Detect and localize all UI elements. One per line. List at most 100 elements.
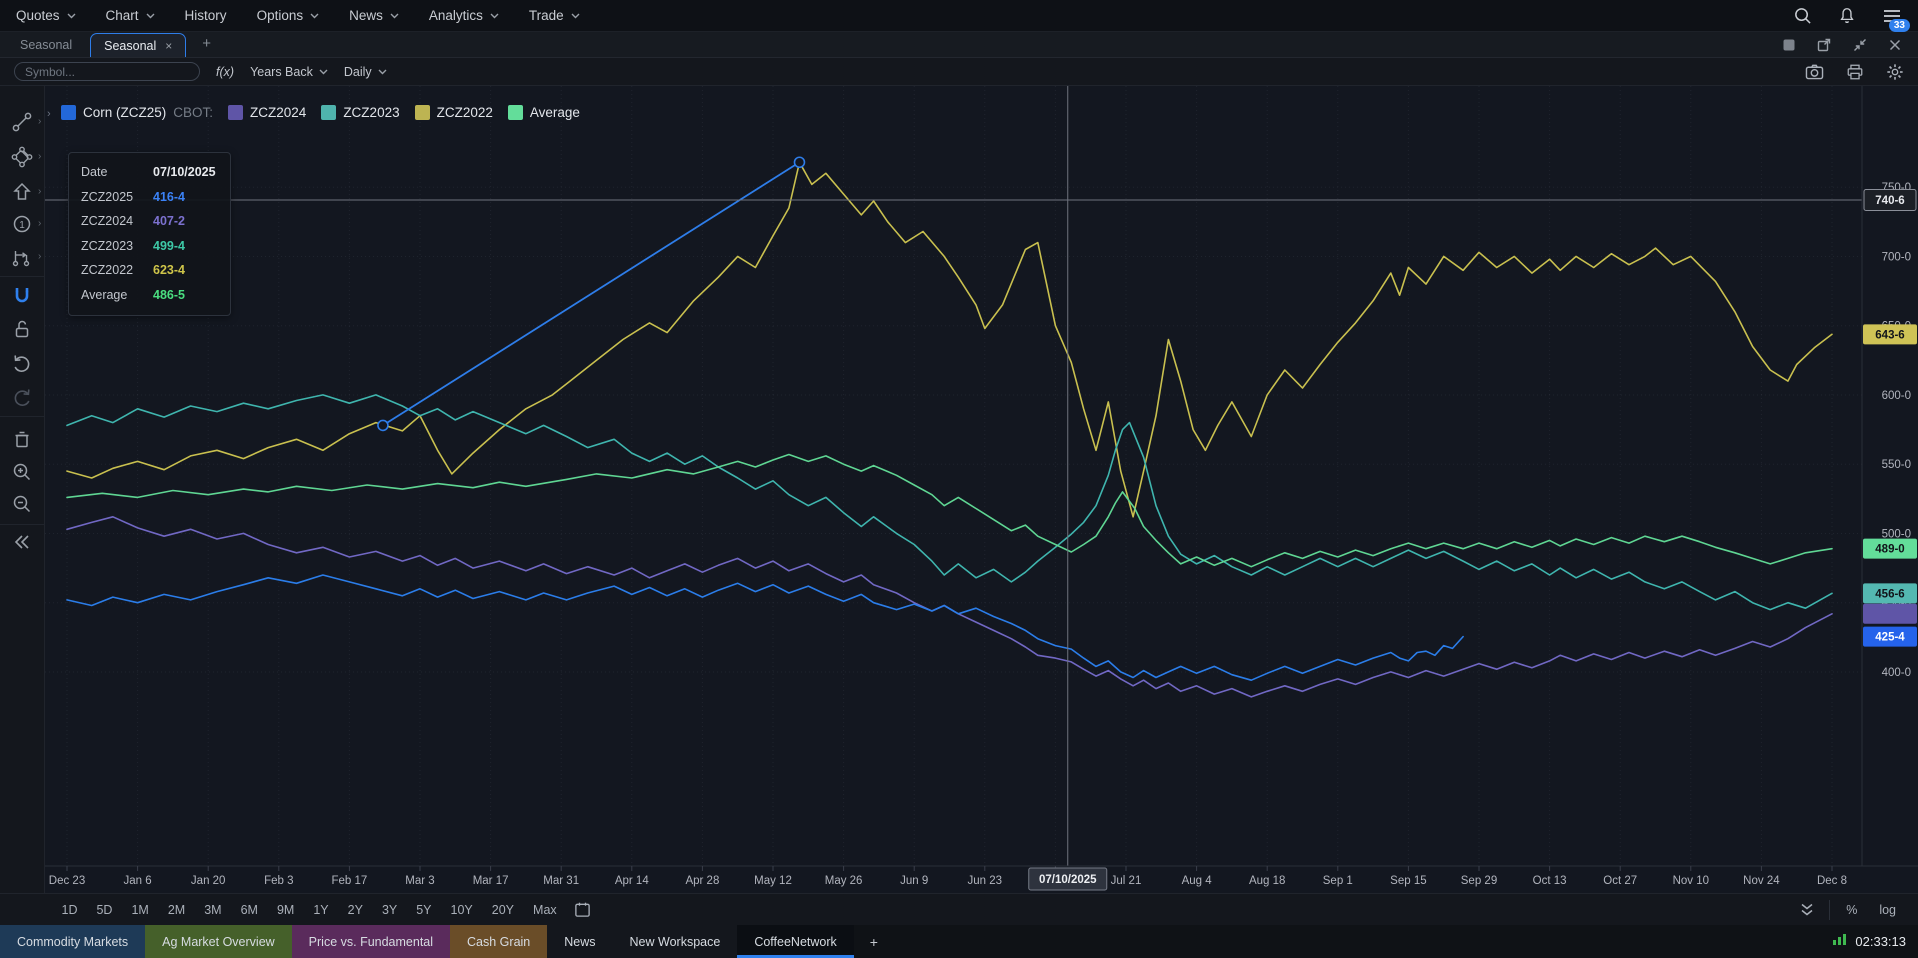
undo-icon[interactable] [11,351,33,373]
trend-line-tool-icon[interactable] [11,111,33,133]
legend-item-zcz2023[interactable]: ZCZ2023 [321,105,400,120]
symbol-input[interactable] [14,62,200,81]
menu-history[interactable]: History [185,8,227,23]
magnet-tool-icon[interactable] [11,285,33,307]
trend-line-submenu-arrow[interactable]: › [38,116,42,127]
zoom-out-icon[interactable] [11,493,33,515]
arrow-tool-icon[interactable] [11,181,33,203]
legend-item-zcz2022[interactable]: ZCZ2022 [414,105,493,120]
measure-submenu-arrow[interactable]: › [38,251,42,262]
toolbar-right [1805,63,1918,81]
trendline-handle-end[interactable] [793,156,806,169]
collapse-rangebar-icon[interactable] [1785,902,1829,917]
workspace-tab-news[interactable]: News [547,925,613,958]
range-5y[interactable]: 5Y [416,902,432,917]
shapes-tool-icon[interactable] [11,146,33,168]
range-3y[interactable]: 3Y [381,902,398,917]
rail-divider [0,416,44,417]
workspace-tab-coffeenetwork[interactable]: CoffeeNetwork [737,925,854,958]
workspace-tab-new-workspace[interactable]: New Workspace [612,925,738,958]
workspace-add-button[interactable]: + [869,933,878,950]
series-line-Average[interactable] [66,453,1833,568]
annotation-tool-icon[interactable]: 1 [11,213,33,235]
drawing-tool-rail: › › › 1 › › [0,86,45,893]
close-icon[interactable] [1888,38,1902,52]
popout-icon[interactable] [1816,37,1832,53]
unlock-tool-icon[interactable] [11,318,33,340]
settings-gear-icon[interactable] [1886,63,1904,81]
trendline-annotation[interactable] [382,161,800,427]
menu-analytics[interactable]: Analytics [429,8,499,23]
range-3m[interactable]: 3M [204,902,222,917]
legend-label: ZCZ2023 [343,105,400,120]
range-6m[interactable]: 6M [240,902,258,917]
series-line-ZCZ2025[interactable] [66,574,1464,682]
fx-button[interactable]: f(x) [216,64,235,79]
chevron-down-icon [319,69,328,74]
legend-expander-arrow[interactable]: › [47,108,51,120]
seasonal-chart-canvas[interactable]: 750-0700-0650-0600-0550-0500-0450-0400-0… [45,86,1918,893]
tab-seasonal-inactive[interactable]: Seasonal [20,38,73,52]
range-2y[interactable]: 2Y [347,902,363,917]
range-2m[interactable]: 2M [167,902,186,917]
range-max[interactable]: Max [533,902,557,917]
notifications-bell-icon[interactable] [1838,6,1856,25]
calendar-icon[interactable] [574,901,591,918]
workspace-tab-price-vs-fundamental[interactable]: Price vs. Fundamental [291,925,451,958]
panel-icon[interactable] [1782,38,1796,52]
arrow-submenu-arrow[interactable]: › [38,186,42,197]
legend-item-average[interactable]: Average [507,105,580,120]
zoom-in-icon[interactable] [11,461,33,483]
range-10y[interactable]: 10Y [450,902,473,917]
legend-item-main[interactable]: Corn (ZCZ25) CBOT: [61,105,213,120]
collapse-rail-icon[interactable] [11,531,33,553]
tooltip-label: Date [81,165,108,180]
tooltip-value: 486-5 [153,287,185,302]
percent-scale-button[interactable]: % [1846,902,1858,917]
range-9m[interactable]: 9M [276,902,295,917]
workspace-tab-cash-grain[interactable]: Cash Grain [450,925,548,958]
range-1y[interactable]: 1Y [313,902,329,917]
delete-trash-icon[interactable] [11,428,33,450]
workspace-tab-ag-market-overview[interactable]: Ag Market Overview [145,925,292,958]
time-axis-label: Oct 13 [1533,875,1567,887]
last-price-badge [1863,603,1917,624]
search-icon[interactable] [1793,6,1812,25]
range-1d[interactable]: 1D [61,902,78,917]
interval-dropdown[interactable]: Daily [344,65,387,79]
range-20y[interactable]: 20Y [491,902,515,917]
legend-item-zcz2024[interactable]: ZCZ2024 [228,105,306,120]
measure-tool-icon[interactable] [11,246,33,268]
trendline-handle-start[interactable] [377,419,389,432]
tab-add-button[interactable]: + [202,35,212,52]
tab-seasonal-active[interactable]: Seasonal × [90,33,187,57]
menu-chart[interactable]: Chart [106,8,155,23]
range-5d[interactable]: 5D [96,902,113,917]
annotation-submenu-arrow[interactable]: › [38,218,42,229]
minimize-icon[interactable] [1852,37,1868,53]
redo-icon[interactable] [11,385,33,407]
log-scale-button[interactable]: log [1879,902,1896,917]
interval-label: Daily [343,64,372,79]
shapes-submenu-arrow[interactable]: › [38,151,42,162]
hamburger-menu-icon[interactable]: 33 [1882,7,1910,32]
tab-close-icon[interactable]: × [165,38,173,53]
clock: 02:33:13 [1855,934,1906,949]
chevron-down-icon [571,13,580,18]
screenshot-camera-icon[interactable] [1805,63,1824,80]
menu-trade[interactable]: Trade [529,8,580,23]
menu-options[interactable]: Options [257,8,320,23]
rangebar-right: % log [1785,899,1918,920]
menu-analytics-label: Analytics [428,8,483,23]
series-line-ZCZ2023[interactable] [66,394,1833,611]
print-icon[interactable] [1846,63,1864,81]
time-axis-label: Sep 1 [1323,875,1353,887]
menu-news[interactable]: News [349,8,399,23]
menu-quotes[interactable]: Quotes [16,8,76,23]
legend-exchange-label: CBOT: [173,105,214,120]
range-1m[interactable]: 1M [131,902,149,917]
series-line-ZCZ2022[interactable] [66,161,1833,518]
years-back-dropdown[interactable]: Years Back [250,65,328,79]
series-line-ZCZ2024[interactable] [66,515,1833,698]
workspace-tab-commodity-markets[interactable]: Commodity Markets [0,925,146,958]
